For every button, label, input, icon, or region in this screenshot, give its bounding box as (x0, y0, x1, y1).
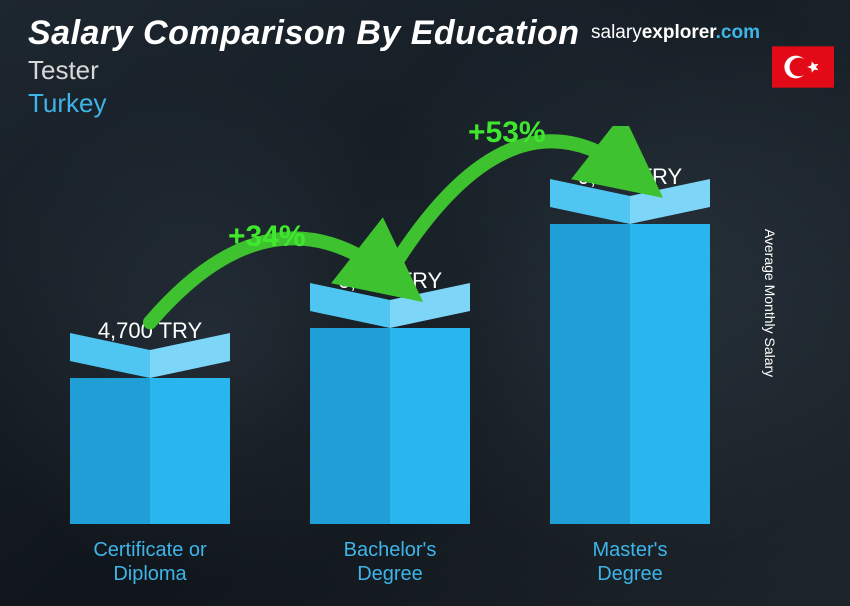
brand-domain: .com (716, 22, 760, 43)
bar-top-face (310, 300, 470, 328)
chart-country: Turkey (28, 88, 580, 119)
bar-top-face (550, 196, 710, 224)
bar-label: Master'sDegree (540, 538, 720, 586)
bar (550, 196, 710, 524)
bar-top-face (70, 350, 230, 378)
brand-part2: explorer (642, 22, 716, 43)
header: Salary Comparison By Education Tester Tu… (28, 14, 580, 119)
bar-chart: 4,700 TRYCertificate orDiploma 6,320 TRYB… (60, 126, 780, 586)
chart-title: Salary Comparison By Education (28, 14, 580, 53)
chart-subtitle: Tester (28, 55, 580, 86)
bar (70, 350, 230, 524)
bar-label: Bachelor'sDegree (300, 538, 480, 586)
bar-group: 6,320 TRYBachelor'sDegree (300, 268, 480, 586)
flag-crescent-inner (790, 58, 809, 77)
increase-percent: +53% (468, 116, 546, 150)
bar-body (70, 378, 230, 524)
bar (310, 300, 470, 524)
turkey-flag-icon (772, 46, 834, 88)
bar-group: 9,680 TRYMaster'sDegree (540, 164, 720, 586)
brand-part1: salary (591, 22, 642, 43)
bar-label: Certificate orDiploma (60, 538, 240, 586)
bar-group: 4,700 TRYCertificate orDiploma (60, 318, 240, 586)
brand-watermark: salaryexplorer.com (591, 22, 760, 44)
bar-body (310, 328, 470, 524)
bar-body (550, 224, 710, 524)
increase-percent: +34% (228, 220, 306, 254)
infographic: Salary Comparison By Education Tester Tu… (0, 0, 850, 606)
